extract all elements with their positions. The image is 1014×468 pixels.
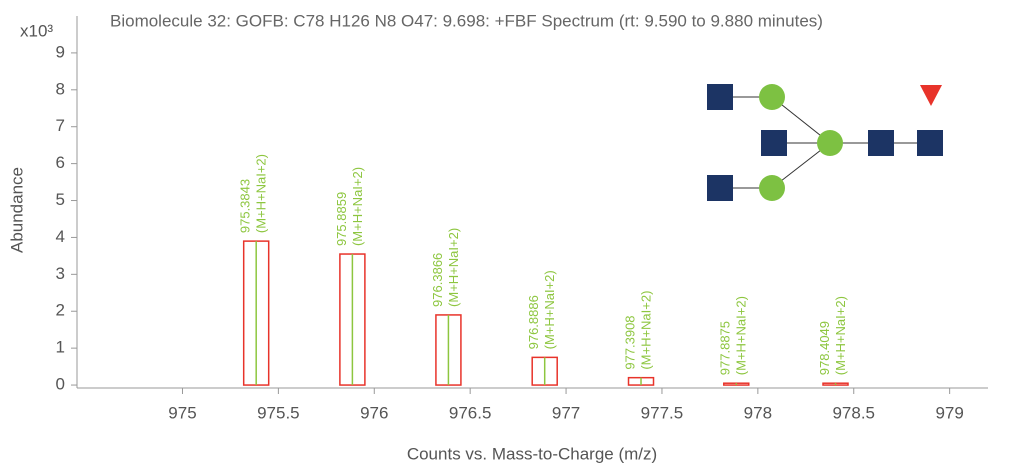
- y-multiplier: x10³: [20, 21, 53, 40]
- x-tick-label: 978.5: [832, 403, 875, 422]
- x-tick-label: 978: [744, 403, 772, 422]
- y-tick-label: 7: [56, 116, 65, 135]
- peak-annotation: (M+H+NaI+2): [350, 167, 365, 246]
- peak-mass-label: 976.3866: [430, 253, 445, 307]
- y-axis-label: Abundance: [7, 167, 26, 253]
- peak-mass-label: 975.8859: [334, 192, 349, 246]
- fucose: [920, 85, 942, 106]
- glcnac: [761, 130, 787, 156]
- peak-annotation: (M+H+NaI+2): [446, 228, 461, 307]
- mannose: [759, 84, 785, 110]
- y-tick-label: 4: [56, 227, 65, 246]
- x-tick-label: 975: [168, 403, 196, 422]
- peak-annotation: (M+H+NaI+2): [254, 154, 269, 233]
- y-tick-label: 9: [56, 42, 65, 61]
- glycan-diagram: [707, 84, 943, 201]
- peak-annotation: (M+H+NaI+2): [542, 270, 557, 349]
- y-tick-label: 6: [56, 153, 65, 172]
- x-tick-label: 979: [935, 403, 963, 422]
- peak-annotation: (M+H+NaI+2): [734, 296, 749, 375]
- chart-title: Biomolecule 32: GOFB: C78 H126 N8 O47: 9…: [110, 11, 823, 30]
- x-tick-label: 976: [360, 403, 388, 422]
- x-tick-label: 975.5: [257, 403, 300, 422]
- peak-mass-label: 978.4049: [817, 321, 832, 375]
- y-tick-label: 1: [56, 338, 65, 357]
- peak-mass-label: 975.3843: [238, 179, 253, 233]
- peak-mass-label: 976.8886: [526, 295, 541, 349]
- glcnac: [917, 130, 943, 156]
- y-tick-label: 8: [56, 79, 65, 98]
- mannose: [817, 130, 843, 156]
- x-axis-label: Counts vs. Mass-to-Charge (m/z): [407, 444, 657, 463]
- peak-mass-label: 977.3908: [622, 315, 637, 369]
- glcnac: [707, 175, 733, 201]
- peak-annotation: (M+H+NaI+2): [833, 296, 848, 375]
- chart: Biomolecule 32: GOFB: C78 H126 N8 O47: 9…: [0, 0, 1014, 468]
- y-tick-label: 5: [56, 190, 65, 209]
- x-tick-label: 977: [552, 403, 580, 422]
- y-tick-label: 0: [56, 375, 65, 394]
- mannose: [759, 175, 785, 201]
- glcnac: [707, 84, 733, 110]
- x-tick-label: 976.5: [449, 403, 492, 422]
- y-tick-label: 3: [56, 264, 65, 283]
- y-tick-label: 2: [56, 301, 65, 320]
- peak-annotation: (M+H+NaI+2): [638, 291, 653, 370]
- glcnac: [868, 130, 894, 156]
- x-tick-label: 977.5: [641, 403, 684, 422]
- peak-mass-label: 977.8875: [718, 321, 733, 375]
